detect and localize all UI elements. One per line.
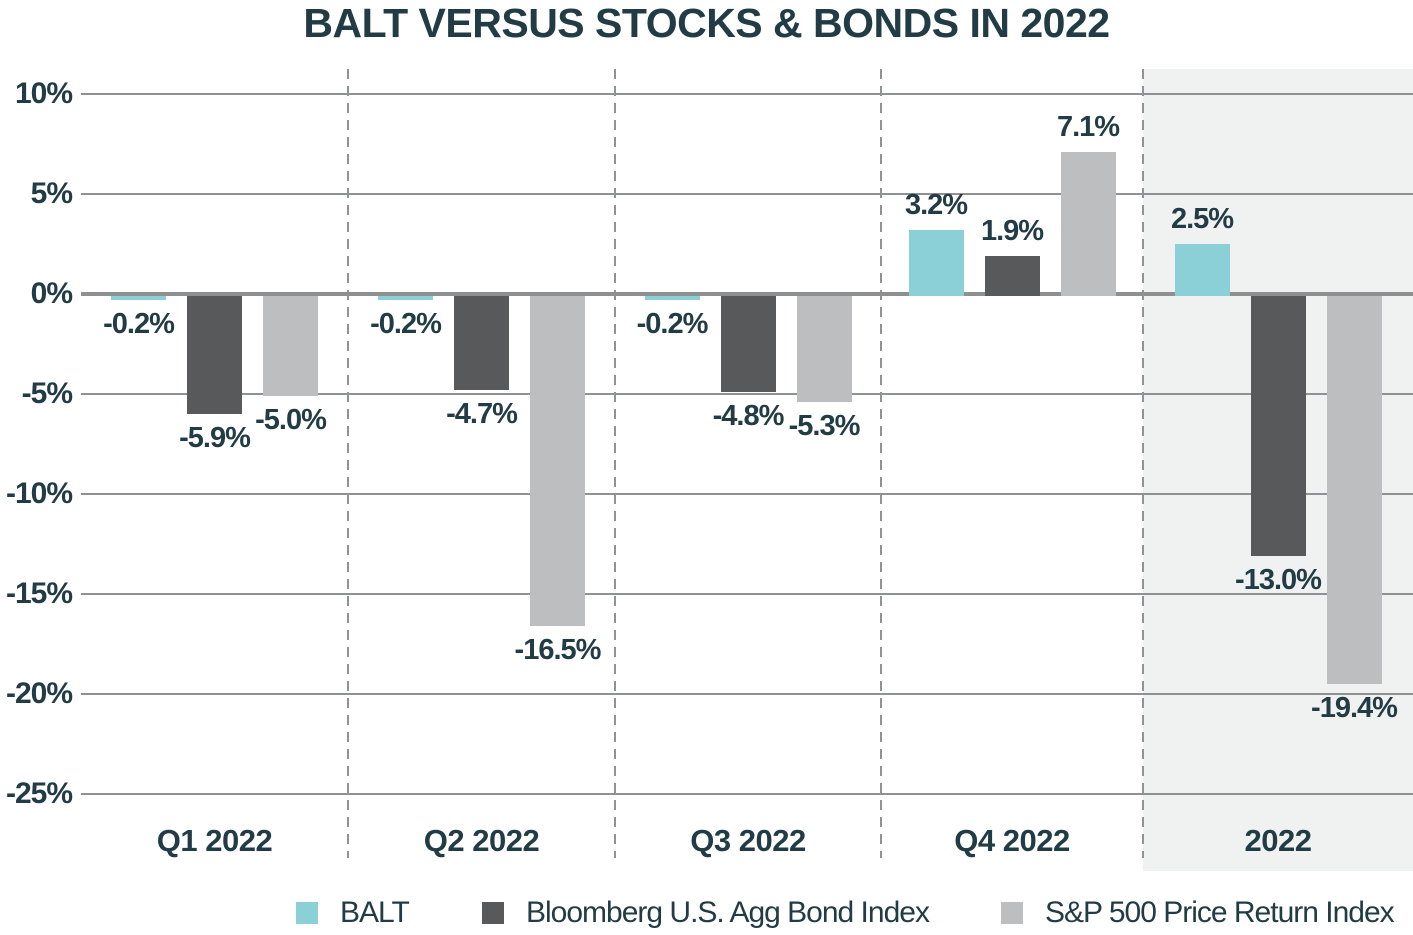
x-axis-category-label: Q2 2022 bbox=[423, 823, 540, 858]
bar-balt-q1-2022 bbox=[111, 296, 166, 300]
bar-value-label: -4.8% bbox=[712, 400, 785, 432]
category-separator-line bbox=[880, 69, 882, 858]
bar-value-label: -0.2% bbox=[370, 308, 442, 340]
y-axis-tick-label: -10% bbox=[5, 477, 73, 510]
bar-value-label: -0.2% bbox=[103, 308, 175, 340]
bar-value-label: 7.1% bbox=[1056, 111, 1120, 143]
y-axis-tick-label: -15% bbox=[5, 577, 73, 610]
bar-bloomberg-u-s-agg-bond-index-q1-2022 bbox=[187, 296, 242, 414]
bar-s-p-500-price-return-index-q1-2022 bbox=[263, 296, 318, 396]
bar-value-label: -16.5% bbox=[514, 634, 602, 666]
y-axis-tick-label: 10% bbox=[14, 77, 73, 110]
chart-title: BALT VERSUS STOCKS & BONDS IN 2022 bbox=[303, 0, 1110, 46]
bar-bloomberg-u-s-agg-bond-index-2022 bbox=[1250, 296, 1306, 556]
bar-balt-q3-2022 bbox=[644, 296, 700, 300]
legend-item-bloomberg-u-s-agg-bond-index: Bloomberg U.S. Agg Bond Index bbox=[482, 896, 930, 929]
category-separator-line bbox=[614, 69, 616, 858]
bar-value-label: -19.4% bbox=[1311, 692, 1398, 724]
bar-value-label: -5.3% bbox=[788, 410, 861, 442]
x-axis-category-label: Q4 2022 bbox=[954, 823, 1070, 858]
bar-bloomberg-u-s-agg-bond-index-q4-2022 bbox=[984, 256, 1040, 296]
bar-s-p-500-price-return-index-2022 bbox=[1326, 296, 1382, 684]
bar-value-label: -4.7% bbox=[446, 398, 518, 430]
y-axis-tick-label: -5% bbox=[21, 377, 73, 410]
x-axis-category-label: 2022 bbox=[1244, 823, 1312, 858]
legend-label: S&P 500 Price Return Index bbox=[1045, 896, 1395, 929]
bar-value-label: -5.9% bbox=[179, 422, 251, 454]
category-separator-line bbox=[347, 69, 349, 858]
bar-balt-2022 bbox=[1174, 244, 1230, 296]
gridline--20% bbox=[81, 693, 1413, 695]
bar-bloomberg-u-s-agg-bond-index-q3-2022 bbox=[720, 296, 776, 392]
bar-value-label: 1.9% bbox=[980, 215, 1044, 247]
bar-value-label: -0.2% bbox=[636, 308, 709, 340]
bar-balt-q2-2022 bbox=[378, 296, 433, 300]
legend-item-balt: BALT bbox=[296, 896, 410, 929]
legend-item-s-p-500-price-return-index: S&P 500 Price Return Index bbox=[1001, 896, 1395, 929]
gridline--10% bbox=[81, 493, 1413, 495]
legend-label: BALT bbox=[340, 896, 410, 929]
bar-s-p-500-price-return-index-q3-2022 bbox=[796, 296, 852, 402]
gridline-5% bbox=[81, 193, 1413, 195]
y-axis-tick-label: 0% bbox=[30, 277, 73, 310]
gridline--25% bbox=[81, 793, 1413, 795]
gridline-10% bbox=[81, 93, 1413, 95]
x-axis-category-label: Q1 2022 bbox=[156, 823, 273, 858]
gridline--15% bbox=[81, 593, 1413, 595]
legend-swatch-icon bbox=[482, 902, 504, 924]
bar-value-label: 3.2% bbox=[904, 189, 968, 221]
bar-value-label: 2.5% bbox=[1170, 203, 1234, 235]
y-axis-tick-label: -20% bbox=[5, 677, 73, 710]
x-axis-category-label: Q3 2022 bbox=[690, 823, 806, 858]
legend-swatch-icon bbox=[1001, 902, 1023, 924]
y-axis-tick-label: 5% bbox=[30, 177, 73, 210]
gridline--5% bbox=[81, 393, 1413, 395]
category-separator-line bbox=[1142, 69, 1144, 858]
legend-swatch-icon bbox=[296, 902, 318, 924]
zero-gridline bbox=[81, 292, 1413, 296]
bar-s-p-500-price-return-index-q4-2022 bbox=[1060, 152, 1116, 296]
y-axis-tick-label: -25% bbox=[5, 777, 73, 810]
bar-s-p-500-price-return-index-q2-2022 bbox=[530, 296, 585, 626]
bar-balt-q4-2022 bbox=[908, 230, 964, 296]
legend-label: Bloomberg U.S. Agg Bond Index bbox=[526, 896, 930, 929]
bar-value-label: -13.0% bbox=[1235, 564, 1322, 596]
bar-bloomberg-u-s-agg-bond-index-q2-2022 bbox=[454, 296, 509, 390]
bar-value-label: -5.0% bbox=[255, 404, 327, 436]
